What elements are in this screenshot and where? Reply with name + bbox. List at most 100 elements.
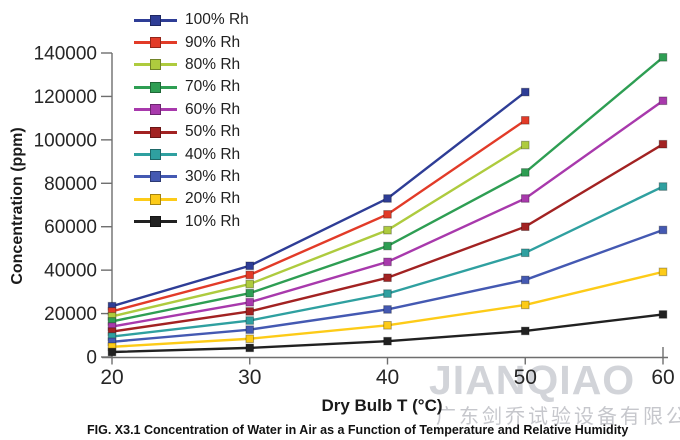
data-point — [658, 53, 668, 62]
data-point — [658, 182, 668, 191]
legend-label: 30% Rh — [185, 167, 241, 185]
data-point — [520, 275, 530, 285]
y-tick-label: 140000 — [34, 44, 97, 65]
legend-square-marker-icon — [150, 149, 161, 161]
legend-item: 70% Rh — [134, 76, 249, 98]
data-point — [383, 225, 392, 235]
legend-item: 100% Rh — [134, 9, 249, 31]
data-point — [245, 288, 255, 298]
legend-label: 80% Rh — [185, 55, 241, 73]
series-line — [111, 144, 526, 318]
legend-square-marker-icon — [150, 216, 161, 228]
data-point — [383, 210, 392, 219]
legend-line-marker-icon — [134, 193, 177, 205]
legend-line-marker-icon — [134, 14, 177, 26]
legend-line-marker-icon — [134, 104, 177, 116]
legend-line-marker-icon — [134, 171, 177, 183]
legend-item: 90% Rh — [134, 31, 249, 53]
data-point — [245, 279, 255, 289]
y-axis-title: Concentration (ppm) — [9, 127, 26, 285]
watermark-brand-text: JIANQIAO — [429, 357, 636, 403]
legend-label: 50% Rh — [185, 123, 241, 141]
legend-line-marker-icon — [134, 59, 177, 71]
series-line — [111, 119, 526, 313]
data-point — [245, 307, 255, 316]
watermark-company-text: 广东剑乔试验设备有限公司 — [436, 404, 680, 428]
y-tick-label: 120000 — [34, 87, 97, 108]
data-point — [245, 297, 255, 307]
data-point — [520, 87, 530, 97]
legend-line-marker-icon — [134, 126, 177, 138]
data-point — [383, 241, 392, 251]
data-point — [520, 222, 530, 232]
legend-item: 20% Rh — [134, 188, 249, 210]
legend-label: 10% Rh — [185, 212, 241, 230]
y-tick-label: 20000 — [44, 304, 97, 325]
legend-square-marker-icon — [150, 37, 161, 49]
legend-line-marker-icon — [134, 81, 177, 93]
legend-square-marker-icon — [150, 104, 161, 116]
legend-square-marker-icon — [150, 81, 161, 93]
legend-item: 50% Rh — [134, 121, 249, 143]
data-point — [658, 139, 668, 149]
y-tick-label: 60000 — [44, 217, 97, 238]
y-tick-label: 100000 — [34, 130, 97, 151]
y-tick-label: 0 — [86, 348, 97, 369]
y-tick-label: 40000 — [44, 261, 97, 282]
data-point — [658, 96, 668, 106]
data-point — [245, 343, 255, 353]
x-tick-label: 40 — [376, 366, 399, 389]
data-point — [520, 168, 530, 177]
data-point — [383, 273, 392, 283]
legend-item: 40% Rh — [134, 143, 249, 165]
data-point — [107, 347, 117, 357]
data-point — [245, 325, 255, 334]
x-tick-label: 30 — [238, 366, 261, 389]
data-point — [245, 334, 255, 344]
data-point — [520, 194, 530, 203]
x-tick-label: 20 — [100, 366, 123, 389]
legend-item: 10% Rh — [134, 211, 249, 233]
legend-label: 20% Rh — [185, 190, 241, 208]
legend-square-marker-icon — [150, 59, 161, 71]
data-point — [658, 267, 668, 277]
legend-line-marker-icon — [134, 37, 177, 49]
legend-label: 70% Rh — [185, 78, 241, 96]
legend: 100% Rh 90% Rh 80% Rh 70% Rh 60% Rh 50% Rh 40%… — [134, 9, 249, 233]
x-axis-title: Dry Bulb T (°C) — [321, 396, 443, 415]
legend-line-marker-icon — [134, 149, 177, 161]
legend-label: 100% Rh — [185, 11, 249, 29]
legend-label: 40% Rh — [185, 145, 241, 163]
data-point — [658, 310, 668, 319]
x-tick-label: 50 — [514, 366, 537, 389]
data-point — [245, 316, 255, 325]
data-point — [383, 305, 392, 314]
y-tick-label: 80000 — [44, 174, 97, 195]
series-line — [111, 91, 526, 308]
legend-label: 90% Rh — [185, 33, 241, 51]
legend-item: 60% Rh — [134, 99, 249, 121]
legend-item: 80% Rh — [134, 54, 249, 76]
figure-caption: FIG. X3.1 Concentration of Water in Air … — [87, 423, 629, 437]
data-point — [383, 320, 392, 330]
legend-square-marker-icon — [150, 171, 161, 183]
legend-label: 60% Rh — [185, 100, 241, 118]
data-point — [383, 289, 392, 298]
data-point — [520, 116, 530, 125]
data-point — [520, 300, 530, 310]
data-point — [383, 257, 392, 267]
data-point — [245, 261, 255, 271]
legend-square-marker-icon — [150, 14, 161, 26]
data-point — [520, 326, 530, 336]
data-point — [520, 140, 530, 150]
legend-square-marker-icon — [150, 193, 161, 205]
data-point — [383, 194, 392, 203]
data-point — [245, 270, 255, 280]
x-tick-label: 60 — [651, 366, 674, 389]
data-point — [658, 225, 668, 235]
legend-square-marker-icon — [150, 126, 161, 138]
legend-item: 30% Rh — [134, 166, 249, 188]
legend-line-marker-icon — [134, 216, 177, 228]
